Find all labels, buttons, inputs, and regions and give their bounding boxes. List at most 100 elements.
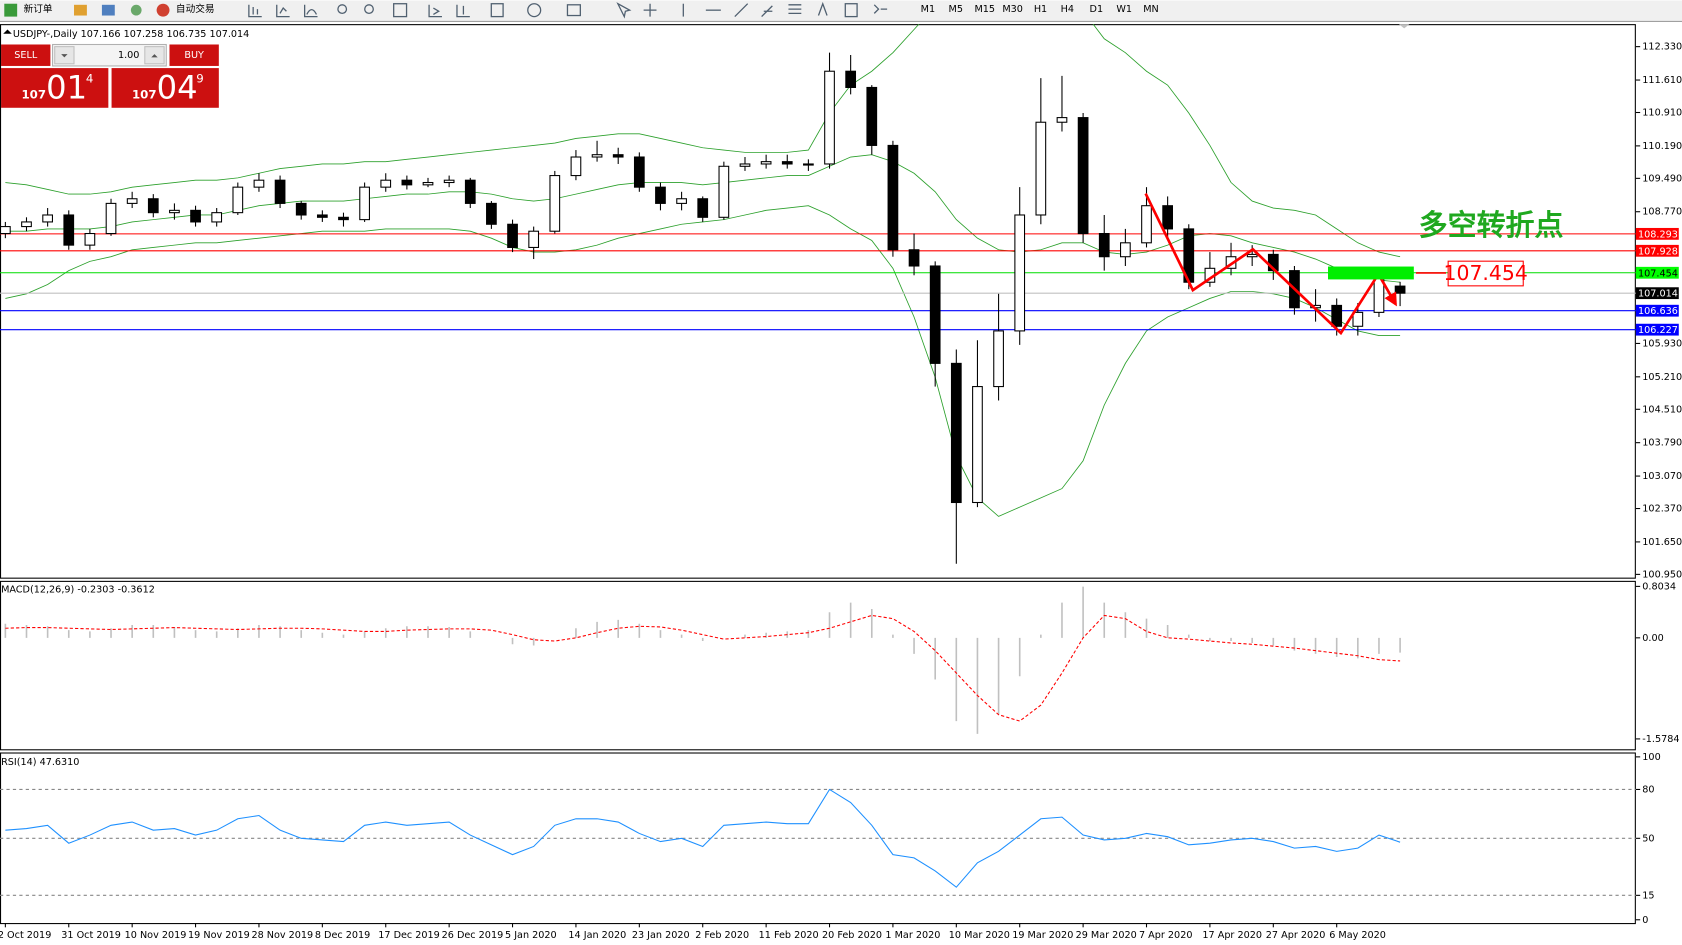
x-tick-label: 23 Jan 2020 [632,930,690,941]
price-level-tag [1635,287,1679,300]
y-tick-label: 110.910 [1642,107,1682,118]
buy-button[interactable] [169,44,219,66]
timeframe-button[interactable]: M15 [974,4,995,15]
candle-body [486,202,497,225]
price-level-tag [1635,244,1679,257]
auto-trading-button[interactable]: 自动交易 [176,3,215,15]
timeframe-button[interactable]: M5 [949,4,963,15]
candle-body [169,209,180,214]
macd-signal-line [5,614,1401,722]
price-level-label: 106.227 [1638,325,1678,336]
toolbar-icon[interactable] [130,4,142,16]
y-tick-label: 111.610 [1642,75,1682,86]
y-tick-label: 0.8034 [1642,581,1676,592]
candle-body [1098,232,1110,258]
candle-body [253,179,265,188]
timeframe-button[interactable]: D1 [1090,4,1104,15]
candle-body [1331,304,1343,327]
timeframe-button[interactable]: M30 [1002,4,1023,15]
new-order-button[interactable]: 新订单 [24,3,53,15]
x-tick-label: 19 Mar 2020 [1012,930,1073,941]
toolbar-icon[interactable] [74,4,87,16]
toolbar-icon[interactable] [101,4,115,16]
sell-price-fraction: 4 [86,71,94,85]
y-tick-label: 103.790 [1642,438,1682,449]
candle-body [316,214,328,218]
pivot-label-box [1447,260,1524,287]
candle-body [528,230,540,248]
candle-body [845,70,857,88]
lots-value[interactable]: 1.00 [118,50,139,61]
candle-body [1141,205,1152,244]
buy-label[interactable]: BUY [184,50,204,61]
x-tick-label: 14 Jan 2020 [568,930,626,941]
y-tick-label: 105.930 [1642,338,1682,349]
y-tick-label: 103.070 [1642,471,1682,482]
price-level-label: 107.454 [1638,268,1678,279]
timeframe-button[interactable]: H1 [1034,4,1047,15]
y-tick-label: -1.5784 [1642,734,1679,745]
buy-price-box[interactable] [111,68,219,108]
toolbar [0,0,1682,21]
toolbar-tools[interactable] [248,1,888,19]
sell-price-box[interactable] [1,68,109,108]
y-tick-label: 100 [1642,752,1660,763]
candle-body [1120,242,1131,258]
candle-body [21,221,32,228]
x-tick-label: 29 Mar 2020 [1076,930,1137,941]
x-tick-label: 2 Oct 2019 [0,930,51,941]
candle-body [274,179,286,204]
x-tick-label: 11 Feb 2020 [759,930,819,941]
candle-body [1035,121,1047,216]
candle-body [781,161,793,165]
y-tick-label: 105.210 [1642,372,1682,383]
auto-trading-icon[interactable] [156,3,170,17]
sell-button[interactable] [1,44,51,66]
one-click-trading: SELL 1.00 BUY 107 01 4 107 04 9 [1,43,219,108]
candle-body [232,186,244,214]
pivot-zone [1328,266,1414,280]
price-level-tag [1635,266,1679,279]
timeframe-button[interactable]: M1 [921,4,935,15]
y-tick-label: 108.770 [1642,207,1682,218]
new-order-icon[interactable] [4,3,18,17]
timeframe-button[interactable]: H4 [1061,4,1074,15]
candle-body [972,386,983,504]
timeframe-button[interactable]: W1 [1116,4,1132,15]
candle-body [950,362,962,504]
candle-body [887,144,899,251]
candle-body [338,216,349,221]
x-tick-label: 28 Nov 2019 [251,930,313,941]
x-tick-label: 10 Mar 2020 [949,930,1010,941]
x-tick-label: 17 Apr 2020 [1202,930,1262,941]
candle-body [612,154,624,158]
x-tick-label: 2 Feb 2020 [695,930,749,941]
price-level-label: 107.014 [1638,289,1678,300]
candle-body [42,214,53,223]
candle-body [697,198,709,218]
pivot-label: 107.454 [1444,261,1528,285]
y-tick-label: 100.950 [1642,569,1682,580]
sell-price-pips: 01 [46,69,87,107]
candle-body [1014,214,1026,332]
candle-body [443,179,455,184]
sell-label[interactable]: SELL [14,50,38,61]
lots-field[interactable] [52,43,167,67]
y-tick-label: 112.330 [1642,42,1682,53]
y-tick-label: 50 [1642,833,1654,844]
x-tick-label: 8 Dec 2019 [315,930,370,941]
y-tick-label: 80 [1642,784,1654,795]
candle-body [1077,117,1089,235]
candle-body [380,179,392,188]
candle-body [507,223,518,248]
x-tick-label: 27 Apr 2020 [1266,930,1326,941]
candle-body [1394,285,1406,294]
buy-price-pips: 04 [157,69,198,107]
timeframe-button[interactable]: MN [1143,4,1159,15]
candle-body [993,330,1004,388]
candle-body [147,198,159,214]
candle-body [866,86,878,146]
candle-body [739,163,751,167]
candle-body [63,214,75,246]
